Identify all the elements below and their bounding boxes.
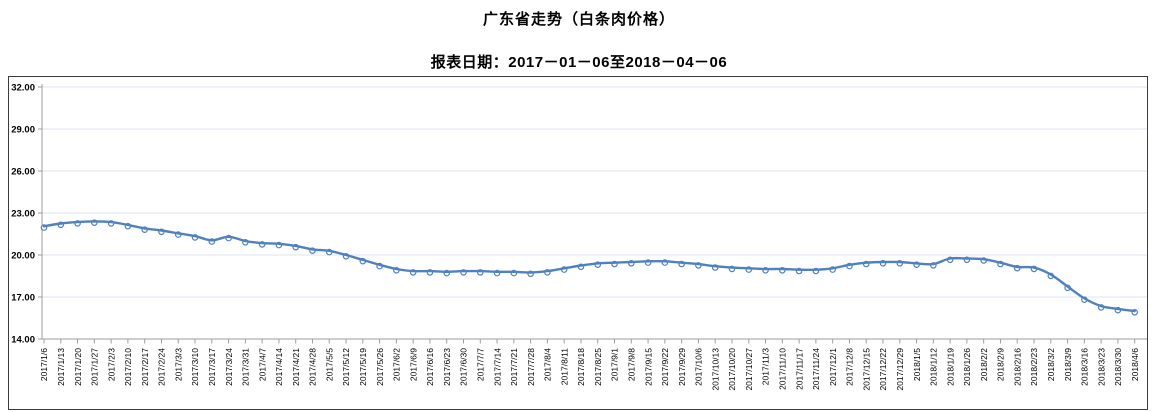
svg-text:2017/12/15: 2017/12/15 [861,348,871,391]
svg-text:2017/8/25: 2017/8/25 [593,348,603,386]
svg-text:2017/6/2: 2017/6/2 [392,348,402,381]
data-point-markers [40,219,1139,316]
svg-text:2017/9/15: 2017/9/15 [643,348,653,386]
svg-text:2017/2/3: 2017/2/3 [106,348,116,381]
svg-text:2017/12/29: 2017/12/29 [895,348,905,391]
svg-text:2017/1/20: 2017/1/20 [73,348,83,386]
svg-text:26.00: 26.00 [11,167,35,178]
svg-text:2017/9/22: 2017/9/22 [660,348,670,386]
svg-text:2017/10/27: 2017/10/27 [744,348,754,391]
svg-text:2017/7/7: 2017/7/7 [475,348,485,381]
svg-text:2017/5/26: 2017/5/26 [375,348,385,386]
svg-text:2017/10/13: 2017/10/13 [710,348,720,391]
svg-text:2018/2/23: 2018/2/23 [1029,348,1039,386]
svg-text:2017/1/13: 2017/1/13 [56,348,66,386]
svg-text:17.00: 17.00 [11,293,35,304]
svg-text:2018/3/9: 2018/3/9 [1063,348,1073,381]
svg-text:2017/9/8: 2017/9/8 [627,348,637,381]
svg-text:2017/5/12: 2017/5/12 [341,348,351,386]
chart-title: 广东省走势（白条肉价格） [482,11,675,28]
svg-text:2018/3/16: 2018/3/16 [1080,348,1090,386]
svg-text:2017/8/4: 2017/8/4 [543,348,553,381]
svg-text:2018/3/30: 2018/3/30 [1113,348,1123,386]
svg-text:2017/6/23: 2017/6/23 [442,348,452,386]
svg-text:2017/9/1: 2017/9/1 [610,348,620,381]
svg-text:2017/4/14: 2017/4/14 [274,348,284,386]
svg-text:2017/2/17: 2017/2/17 [140,348,150,386]
svg-text:2017/2/24: 2017/2/24 [157,348,167,386]
svg-text:2017/10/6: 2017/10/6 [694,348,704,386]
svg-text:2017/9/29: 2017/9/29 [677,348,687,386]
svg-text:2017/3/10: 2017/3/10 [190,348,200,386]
svg-text:2017/6/9: 2017/6/9 [408,348,418,381]
svg-text:14.00: 14.00 [11,335,35,346]
svg-text:2017/7/21: 2017/7/21 [509,348,519,386]
svg-text:2017/11/24: 2017/11/24 [811,348,821,390]
svg-text:2018/1/19: 2018/1/19 [945,348,955,386]
svg-text:2017/8/18: 2017/8/18 [576,348,586,386]
y-tick-labels: 32.00 29.00 26.00 23.00 20.00 17.00 14.00 [11,83,35,346]
x-axis [42,338,1147,344]
svg-text:2017/4/21: 2017/4/21 [291,348,301,386]
svg-text:2017/6/30: 2017/6/30 [459,348,469,386]
svg-text:2017/1/27: 2017/1/27 [90,348,100,386]
svg-text:2017/5/5: 2017/5/5 [324,348,334,381]
svg-text:23.00: 23.00 [11,209,35,220]
svg-text:2017/7/14: 2017/7/14 [492,348,502,386]
svg-text:2017/2/10: 2017/2/10 [123,348,133,386]
svg-text:2017/11/17: 2017/11/17 [794,348,804,390]
svg-text:2017/3/3: 2017/3/3 [173,348,183,381]
svg-text:2017/11/3: 2017/11/3 [761,348,771,385]
svg-text:2018/2/16: 2018/2/16 [1012,348,1022,386]
svg-text:2017/5/19: 2017/5/19 [358,348,368,386]
svg-text:2017/6/16: 2017/6/16 [425,348,435,386]
svg-text:2018/2/9: 2018/2/9 [996,348,1006,381]
svg-text:2018/3/2: 2018/3/2 [1046,348,1056,381]
svg-text:2017/7/28: 2017/7/28 [526,348,536,386]
svg-text:2017/12/22: 2017/12/22 [878,348,888,391]
svg-text:2017/4/7: 2017/4/7 [257,348,267,381]
svg-text:2018/2/2: 2018/2/2 [979,348,989,381]
svg-text:2018/1/26: 2018/1/26 [962,348,972,386]
price-line [42,220,1136,313]
svg-text:2017/1/6: 2017/1/6 [39,348,49,381]
svg-text:29.00: 29.00 [11,125,35,136]
svg-text:2017/12/8: 2017/12/8 [845,348,855,386]
gridlines [42,86,1147,298]
svg-text:2018/3/23: 2018/3/23 [1096,348,1106,386]
svg-text:2018/4/6: 2018/4/6 [1130,348,1140,381]
svg-text:20.00: 20.00 [11,251,35,262]
svg-text:2017/3/31: 2017/3/31 [241,348,251,386]
svg-text:32.00: 32.00 [11,83,35,94]
svg-text:2017/3/24: 2017/3/24 [224,348,234,386]
svg-text:2017/4/28: 2017/4/28 [308,348,318,386]
x-tick-labels: 2017/1/6 2017/1/13 2017/1/20 2017/1/27 2017/… [39,348,1140,391]
svg-text:2017/3/17: 2017/3/17 [207,348,217,386]
chart-area: 32.00 29.00 26.00 23.00 20.00 17.00 14.00 2017… [8,76,1148,410]
svg-text:2018/1/5: 2018/1/5 [912,348,922,381]
svg-text:2017/11/10: 2017/11/10 [778,348,788,390]
svg-text:2017/12/1: 2017/12/1 [828,348,838,386]
price-line-chart: 32.00 29.00 26.00 23.00 20.00 17.00 14.00 2017… [11,83,1147,391]
svg-text:2017/8/11: 2017/8/11 [559,348,569,385]
svg-text:2017/10/20: 2017/10/20 [727,348,737,391]
report-date-range: 报表日期：2017－01－06至2018－04－06 [430,54,728,71]
svg-text:2018/1/12: 2018/1/12 [929,348,939,386]
y-axis [38,84,43,340]
